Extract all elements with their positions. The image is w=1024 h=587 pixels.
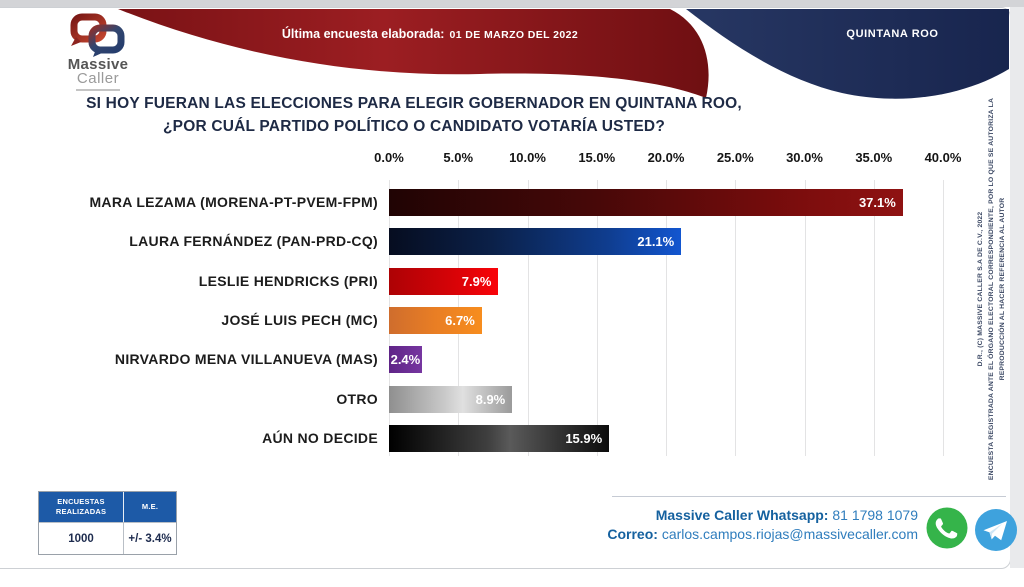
x-axis-tick: 40.0% — [924, 150, 962, 165]
logo-tagline-rule — [76, 89, 120, 91]
bar-6: 8.9% — [389, 386, 513, 413]
gridline — [943, 180, 944, 456]
bar-1: 37.1% — [389, 189, 903, 216]
page-right-margin — [1010, 7, 1024, 568]
x-axis-tick: 10.0% — [509, 150, 546, 165]
category-label: NIRVARDO MENA VILLANUEVA (MAS) — [114, 351, 378, 367]
stats-value-row: 1000 +/- 3.4% — [39, 522, 176, 554]
title-line-2: ¿POR CUÁL PARTIDO POLÍTICO O CANDIDATO V… — [162, 118, 665, 136]
stats-me-value: +/- 3.4% — [124, 522, 176, 554]
stats-header-surveys: ENCUESTAS REALIZADAS — [39, 492, 124, 522]
bar-value-label: 8.9% — [475, 392, 506, 407]
stats-header-row: ENCUESTAS REALIZADAS M.E. — [39, 492, 176, 522]
chat-bubbles-icon — [70, 13, 125, 57]
bar-chart-plot-area: 0.0% 5.0% 10.0% 15.0% 20.0% 25.0% 30.0% 35.0% 40… — [374, 150, 961, 462]
category-label: LESLIE HENDRICKS (PRI) — [198, 273, 378, 289]
massive-caller-logo: Massive Caller — [40, 12, 156, 98]
footer-divider — [612, 496, 1006, 497]
gridline — [735, 180, 737, 456]
bar-5: 2.4% — [389, 346, 423, 373]
bar-value-label: 37.1% — [858, 195, 896, 210]
stats-header-me: M.E. — [124, 492, 176, 522]
bar-value-label: 2.4% — [390, 352, 421, 367]
banner-label: Última encuesta elaborada: — [281, 27, 445, 41]
contact-block: Massive Caller Whatsapp: 81 1798 1079 Co… — [540, 506, 918, 544]
x-axis-tick: 5.0% — [443, 150, 474, 165]
page-top-margin — [0, 0, 1024, 7]
contact-whatsapp-line: Massive Caller Whatsapp: 81 1798 1079 — [540, 506, 918, 525]
gridline — [666, 180, 667, 456]
stats-surveys-value: 1000 — [39, 522, 124, 554]
page-title: SI HOY FUERAN LAS ELECCIONES PARA ELEGIR… — [28, 92, 800, 139]
region-label: QUINTANA ROO — [846, 28, 939, 40]
telegram-icon[interactable] — [974, 508, 1018, 552]
header-swoosh-graphics — [118, 9, 1009, 99]
whatsapp-number: 81 1798 1079 — [832, 507, 918, 523]
x-axis-tick: 15.0% — [578, 150, 616, 165]
bar-value-label: 21.1% — [637, 234, 675, 249]
banner-date: 01 DE MARZO DEL 2022 — [449, 29, 579, 41]
navy-banner-shape — [686, 9, 1009, 99]
title-line-1: SI HOY FUERAN LAS ELECCIONES PARA ELEGIR… — [86, 95, 742, 112]
gridline — [527, 180, 529, 456]
sample-stats-table: ENCUESTAS REALIZADAS M.E. 1000 +/- 3.4% — [38, 491, 177, 555]
whatsapp-label: Massive Caller Whatsapp: — [655, 507, 829, 523]
x-axis-tick: 35.0% — [855, 150, 893, 165]
last-survey-banner: Última encuesta elaborada: 01 DE MARZO DE… — [235, 25, 625, 43]
copyright-line-1: D.R., (C) MASSIVE CALLER S.A DE C.V., 20… — [977, 211, 984, 367]
bar-4: 6.7% — [389, 307, 482, 334]
category-label: OTRO — [336, 391, 378, 407]
copyright-vertical-text: D.R., (C) MASSIVE CALLER S.A DE C.V., 20… — [976, 82, 1010, 496]
category-label: JOSÉ LUIS PECH (MC) — [221, 312, 378, 328]
gridline — [873, 180, 875, 456]
bar-value-label: 7.9% — [461, 274, 492, 289]
category-label: AÚN NO DECIDE — [262, 430, 378, 446]
bar-3: 7.9% — [389, 268, 499, 295]
x-axis-tick: 20.0% — [647, 150, 685, 165]
category-label: LAURA FERNÁNDEZ (PAN-PRD-CQ) — [129, 233, 378, 249]
x-axis-tick: 30.0% — [786, 150, 823, 165]
whatsapp-icon[interactable] — [922, 504, 972, 556]
email-value: carlos.campos.riojas@massivecaller.com — [661, 526, 918, 542]
category-label: MARA LEZAMA (MORENA-PT-PVEM-FPM) — [89, 194, 378, 210]
bar-2: 21.1% — [389, 228, 682, 255]
contact-email-line: Correo: carlos.campos.riojas@massivecall… — [540, 525, 918, 544]
slide-frame — [0, 7, 1011, 569]
red-banner-shape — [118, 9, 709, 98]
copyright-line-3: REPRODUCCIÓN AL HACER REFERENCIA AL AUTO… — [998, 197, 1006, 381]
bar-7: 15.9% — [389, 425, 610, 452]
logo-word-caller: Caller — [76, 70, 120, 87]
bar-value-label: 6.7% — [445, 313, 475, 328]
email-label: Correo: — [607, 526, 658, 542]
copyright-line-2: ENCUESTA REGISTRADA ANTE EL ÓRGANO ELECT… — [987, 97, 995, 481]
gridline — [596, 180, 598, 456]
gridline — [804, 180, 806, 456]
x-axis-tick: 0.0% — [374, 150, 404, 165]
x-axis-tick: 25.0% — [716, 150, 754, 165]
logo-word-massive: Massive — [67, 56, 129, 73]
bar-value-label: 15.9% — [565, 431, 603, 446]
